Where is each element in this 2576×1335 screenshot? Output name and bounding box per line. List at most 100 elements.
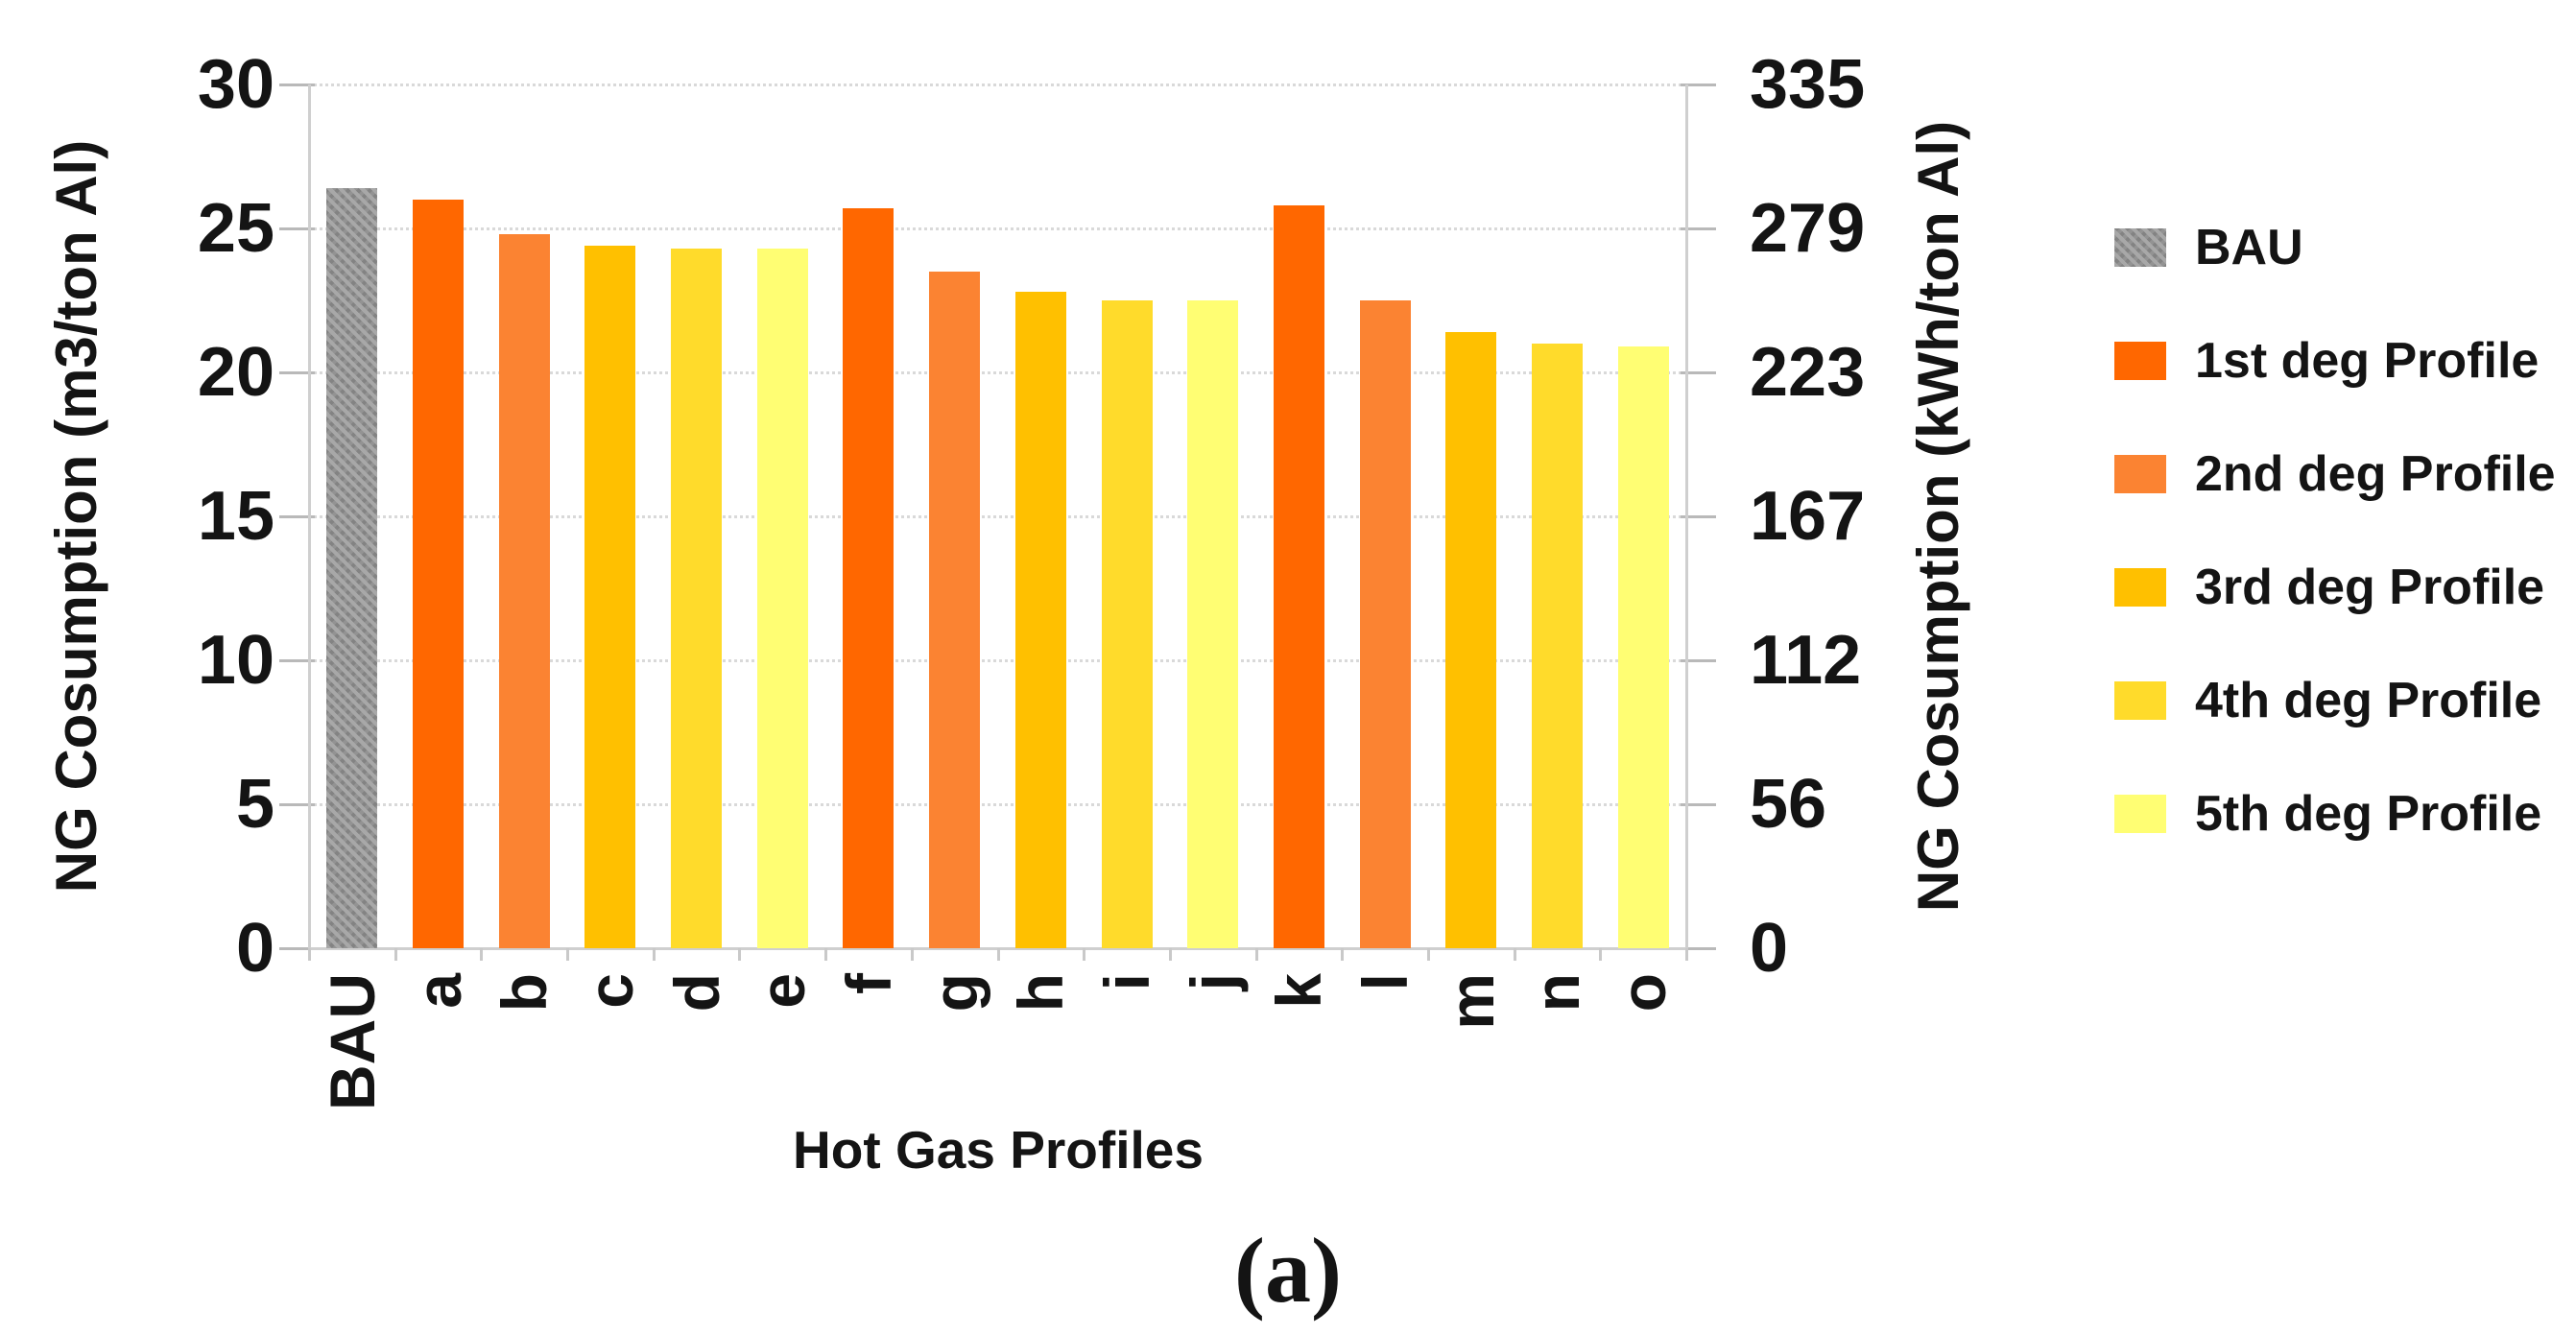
bar-l (1359, 300, 1411, 948)
bar-c (584, 246, 636, 948)
y-axis-tick-left (279, 659, 315, 662)
bar-i (1101, 300, 1153, 948)
gridline (309, 515, 1686, 518)
y-axis-tick-left (279, 515, 315, 518)
legend-swatch-s3 (2114, 568, 2166, 607)
y-axis-tick-right (1681, 947, 1716, 950)
y-axis-tick-right (1681, 659, 1716, 662)
y-axis-tick-right (1681, 227, 1716, 230)
x-axis-tick (1599, 948, 1603, 961)
x-tick-label-l: l (1349, 973, 1421, 991)
x-tick-label-e: e (747, 973, 819, 1009)
gridline (309, 83, 1686, 86)
x-axis-tick (652, 948, 656, 961)
x-tick-label-k: k (1263, 973, 1335, 1009)
y-tick-label-left: 20 (197, 334, 274, 411)
y-tick-label-right: 167 (1750, 478, 1866, 555)
bar-e (756, 249, 808, 948)
legend-row: BAU (2114, 223, 2556, 273)
x-tick-label-BAU: BAU (316, 973, 388, 1110)
bar-k (1273, 205, 1324, 948)
bar-BAU (326, 188, 378, 948)
x-axis-tick (394, 948, 397, 961)
bar-o (1617, 346, 1669, 948)
x-axis-tick (738, 948, 742, 961)
x-axis-tick (566, 948, 570, 961)
legend-label: 1st deg Profile (2195, 333, 2540, 389)
y-axis-tick-left (279, 947, 315, 950)
bar-n (1531, 344, 1583, 948)
x-tick-label-b: b (489, 973, 561, 1013)
x-axis-tick (1685, 948, 1688, 961)
x-tick-label-c: c (574, 973, 646, 1009)
x-tick-label-d: d (660, 973, 732, 1013)
y-axis-tick-left (279, 371, 315, 374)
gridline (309, 659, 1686, 662)
y-axis-tick-right (1681, 371, 1716, 374)
legend-label: 5th deg Profile (2195, 786, 2542, 842)
x-tick-label-o: o (1608, 973, 1680, 1013)
y-tick-label-left: 5 (235, 766, 274, 843)
legend-row: 1st deg Profile (2114, 336, 2556, 386)
x-axis-tick (1254, 948, 1258, 961)
x-axis-tick (910, 948, 914, 961)
x-axis-tick (824, 948, 828, 961)
legend-swatch-s4 (2114, 681, 2166, 720)
y-axis-tick-left (279, 803, 315, 806)
y-tick-label-left: 0 (235, 910, 274, 987)
x-axis-tick (1513, 948, 1516, 961)
x-axis-tick (308, 948, 311, 961)
gridline (309, 227, 1686, 230)
legend-row: 2nd deg Profile (2114, 449, 2556, 499)
x-tick-label-n: n (1521, 973, 1593, 1013)
x-axis-title: Hot Gas Profiles (793, 1120, 1204, 1180)
legend-label: 4th deg Profile (2195, 673, 2542, 728)
y-tick-label-left: 15 (197, 478, 274, 555)
legend-swatch-s1 (2114, 342, 2166, 380)
x-tick-label-m: m (1435, 973, 1507, 1030)
x-tick-label-f: f (832, 973, 904, 994)
x-tick-label-i: i (1091, 973, 1163, 991)
x-axis-tick (1083, 948, 1086, 961)
legend-label: 3rd deg Profile (2195, 560, 2545, 615)
y-tick-label-right: 56 (1750, 766, 1827, 843)
y-axis-line-left (308, 84, 311, 948)
legend-row: 4th deg Profile (2114, 676, 2556, 726)
bar-g (929, 272, 981, 948)
y-tick-label-right: 112 (1750, 622, 1862, 699)
gridline (309, 803, 1686, 806)
y-axis-tick-left (279, 227, 315, 230)
y-tick-label-left: 10 (197, 622, 274, 699)
x-tick-label-h: h (1005, 973, 1077, 1013)
x-tick-label-j: j (1177, 973, 1249, 991)
x-axis-tick (480, 948, 484, 961)
legend: BAU 1st deg Profile 2nd deg Profile 3rd deg… (2114, 223, 2556, 908)
bar-h (1014, 292, 1066, 948)
legend-label: BAU (2195, 220, 2303, 275)
x-axis-tick (1341, 948, 1345, 961)
y-tick-label-right: 335 (1750, 46, 1866, 123)
bar-m (1445, 332, 1497, 948)
y-axis-tick-left (279, 83, 315, 86)
bar-j (1187, 300, 1239, 948)
x-tick-label-g: g (918, 973, 990, 1013)
y-axis-tick-right (1681, 515, 1716, 518)
legend-swatch-s2 (2114, 455, 2166, 493)
y-axis-line-right (1685, 84, 1688, 948)
legend-row: 3rd deg Profile (2114, 562, 2556, 612)
y-axis-tick-right (1681, 83, 1716, 86)
x-tick-label-a: a (402, 973, 474, 1009)
y-tick-label-right: 223 (1750, 334, 1866, 411)
y-tick-label-right: 0 (1750, 910, 1789, 987)
legend-row: 5th deg Profile (2114, 789, 2556, 839)
bar-f (843, 208, 894, 948)
legend-swatch-bau (2114, 228, 2166, 267)
gridline (309, 371, 1686, 374)
y-tick-label-right: 279 (1750, 190, 1866, 267)
bar-a (413, 200, 465, 948)
x-axis-tick (1168, 948, 1172, 961)
legend-label: 2nd deg Profile (2195, 446, 2556, 502)
y-axis-tick-right (1681, 803, 1716, 806)
legend-swatch-s5 (2114, 795, 2166, 833)
